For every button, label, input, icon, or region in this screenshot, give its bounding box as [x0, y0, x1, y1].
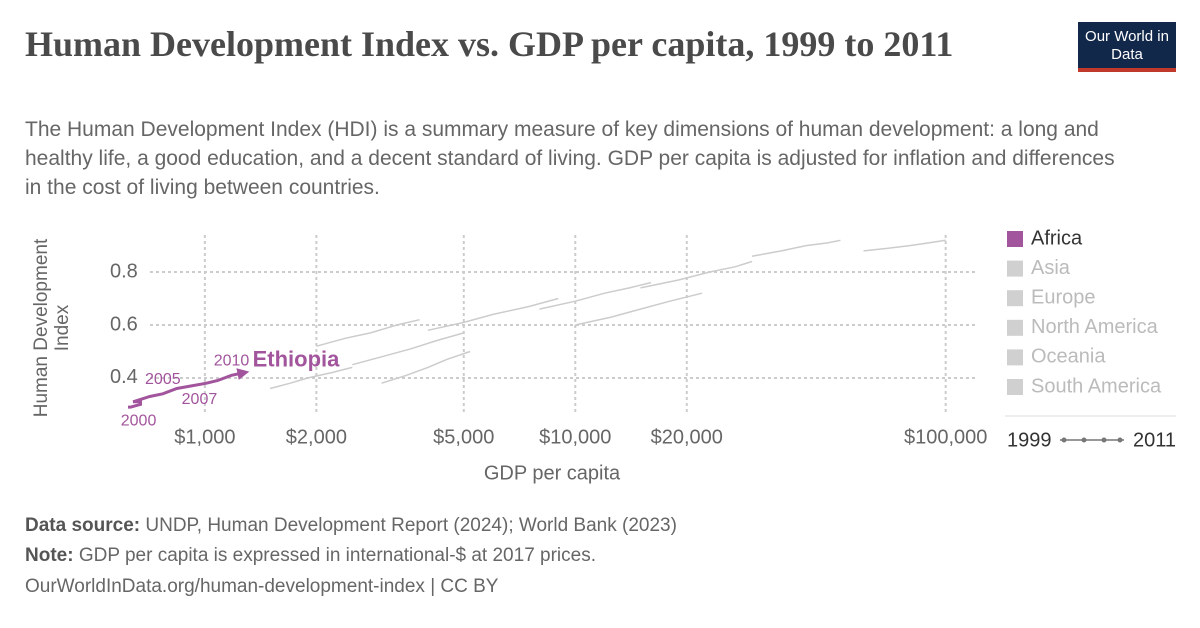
legend-swatch [1007, 319, 1023, 336]
background-line [751, 239, 841, 257]
series-label: Ethiopia [253, 346, 341, 371]
point-label: 2010 [214, 353, 250, 370]
background-line [381, 350, 471, 384]
background-line [863, 239, 946, 252]
background-line [352, 332, 465, 366]
legend-label: Europe [1031, 286, 1096, 308]
x-axis-label: GDP per capita [484, 462, 621, 484]
legend-label: North America [1031, 316, 1159, 338]
background-line [316, 318, 420, 347]
legend-swatch [1007, 379, 1023, 395]
chart-subtitle: The Human Development Index (HDI) is a s… [25, 118, 1115, 199]
point-label: 2000 [121, 412, 157, 429]
background-line [575, 292, 703, 326]
x-tick-label: $2,000 [286, 426, 347, 448]
x-tick-label: $10,000 [539, 426, 611, 448]
time-dot [1081, 437, 1087, 443]
x-tick-label: $20,000 [651, 426, 723, 448]
x-tick-label: $100,000 [904, 426, 987, 448]
legend-swatch [1007, 349, 1023, 366]
legend-swatch [1007, 290, 1023, 307]
source: Data source: UNDP, Human Development Rep… [25, 515, 677, 537]
y-tick-label: 0.8 [110, 260, 138, 282]
y-tick-label: 0.6 [110, 313, 138, 335]
series-line [128, 368, 250, 409]
legend-label: Asia [1031, 257, 1071, 279]
time-dot [1101, 437, 1107, 443]
time-start: 1999 [1007, 429, 1052, 451]
note-label: Note: [25, 545, 74, 566]
legend-label: Oceania [1031, 346, 1106, 368]
y-tick-label: 0.4 [110, 366, 138, 388]
x-tick-label: $1,000 [174, 426, 235, 448]
point-label: 2007 [182, 391, 218, 408]
time-dot [1061, 437, 1067, 443]
source-label: Data source: [25, 515, 141, 536]
time-dot [1117, 437, 1123, 443]
y-axis-label: Human Development Index [31, 238, 73, 418]
legend-label: South America [1031, 375, 1162, 397]
logo[interactable]: Our World in Data [1078, 22, 1176, 72]
x-tick-label: $5,000 [433, 426, 494, 448]
background-line [269, 366, 353, 390]
note: Note: GDP per capita is expressed in int… [25, 545, 596, 567]
url[interactable]: OurWorldInData.org/human-development-ind… [25, 576, 499, 597]
legend-swatch [1007, 260, 1023, 277]
source-text: UNDP, Human Development Report (2024); W… [145, 515, 677, 536]
chart-title: Human Development Index vs. GDP per capi… [25, 24, 954, 64]
legend-label: Africa [1031, 227, 1083, 249]
point-label: 2005 [145, 371, 181, 388]
background-line [640, 260, 753, 289]
legend-swatch [1007, 231, 1023, 247]
background-line [539, 281, 652, 310]
background-line [427, 297, 559, 332]
time-end: 2011 [1133, 429, 1176, 451]
note-text: GDP per capita is expressed in internati… [78, 545, 596, 566]
